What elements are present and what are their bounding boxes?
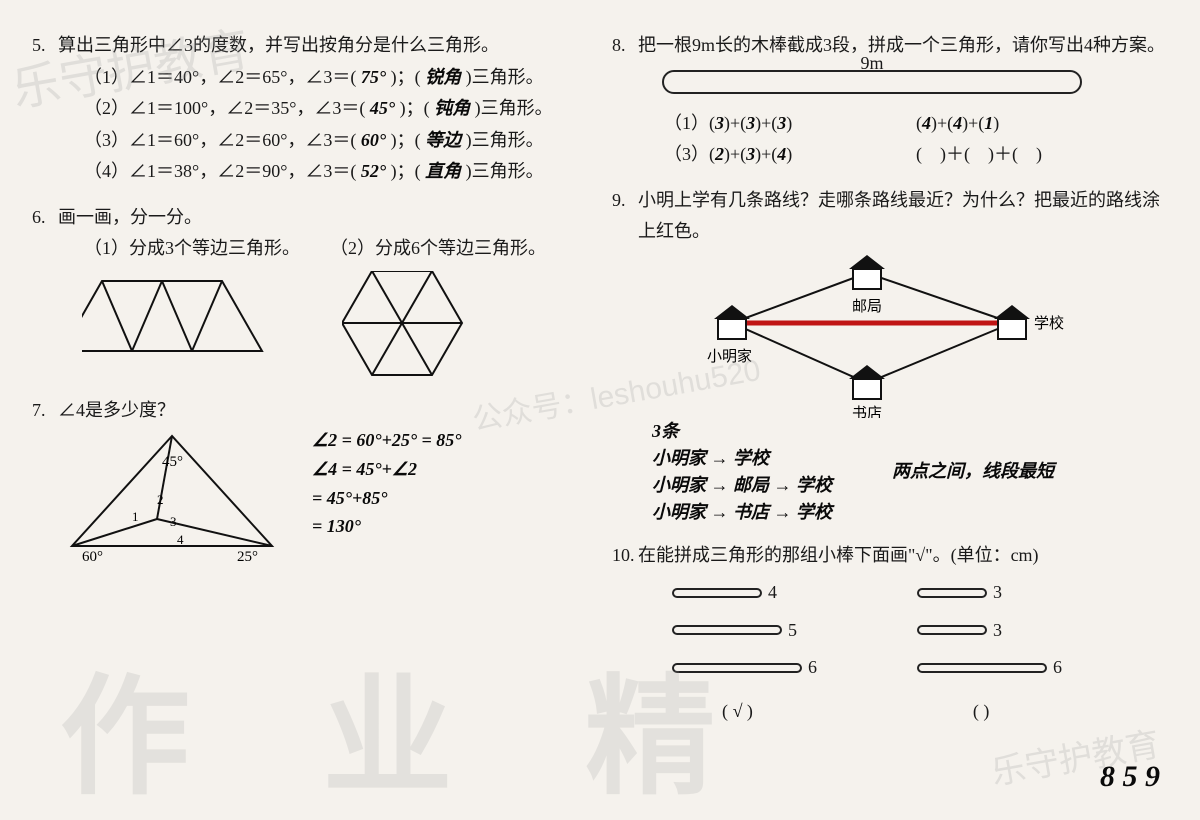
q9-stem: 小明上学有几条路线？走哪条路线最近？为什么？把最近的路线涂上红色。: [638, 185, 1168, 248]
q6-sub1: （1）分成3个等边三角形。: [84, 233, 300, 265]
q8-r1a: （1）(: [664, 113, 715, 133]
left-column: 5. 算出三角形中∠3的度数，并写出按角分是什么三角形。 （1）∠1＝40°，∠…: [20, 30, 600, 790]
q6-sub2: （2）分成6个等边三角形。: [330, 233, 546, 265]
q5-p2-text-a: （2）∠1＝100°，∠2＝35°，∠3＝(: [84, 98, 365, 118]
q10-rod-sets: 456336: [672, 577, 1168, 690]
q9-working: 3条 小明家 → 学校 小明家 → 邮局 → 学校 小明家 → 书店 → 学校: [652, 418, 832, 526]
q5-p4-text-c: )三角形。: [466, 161, 544, 181]
q8-r1-v3: 3: [777, 113, 786, 133]
q8-r1b: )+(: [724, 113, 746, 133]
q5-p4-type: 直角: [425, 161, 461, 181]
q5-p1-text-c: )三角形。: [466, 67, 544, 87]
q8-r2b: )+(: [931, 113, 953, 133]
svg-text:小明家: 小明家: [707, 348, 752, 365]
q8-r1-v1: 3: [715, 113, 724, 133]
q5-p4-answer: 52°: [361, 161, 386, 181]
q5-p4-text-b: )；(: [391, 161, 421, 181]
q8-r3-v3: 4: [777, 144, 786, 164]
q5-p3-text-a: （3）∠1＝60°，∠2＝60°，∠3＝(: [84, 130, 356, 150]
q8-ruler-label: 9m: [860, 53, 883, 73]
q5-p3-answer: 60°: [361, 130, 386, 150]
q5-p2-text-c: )三角形。: [475, 98, 553, 118]
q7-triangle-figure: 45° 60° 25° 1 234: [62, 426, 292, 566]
q8-r3c: )+(: [755, 144, 777, 164]
svg-text:1: 1: [132, 509, 139, 524]
q7-work-line2: ∠4 = 45°+∠2: [312, 455, 462, 484]
q8-r2-v3: 1: [984, 113, 993, 133]
q8-ruler-figure: 9m: [662, 70, 1082, 94]
q8-r1-v2: 3: [746, 113, 755, 133]
q5-p2-type: 钝角: [434, 98, 470, 118]
right-column: 8. 把一根9m长的木棒截成3段，拼成一个三角形，请你写出4种方案。 9m （1…: [600, 30, 1180, 790]
q5-p1-answer: 75°: [361, 67, 386, 87]
q9-work-l0: 3条: [652, 418, 832, 445]
q8-r1c: )+(: [755, 113, 777, 133]
svg-text:邮局: 邮局: [852, 298, 882, 315]
svg-text:3: 3: [170, 514, 177, 529]
q6-hexagon-figure: [342, 271, 472, 381]
q9-work-l1: 小明家 → 学校: [652, 445, 832, 472]
question-5: 5. 算出三角形中∠3的度数，并写出按角分是什么三角形。 （1）∠1＝40°，∠…: [32, 30, 588, 188]
q5-stem: 算出三角形中∠3的度数，并写出按角分是什么三角形。: [58, 30, 499, 62]
question-7: 7. ∠4是多少度？ 45° 60° 25° 1 234 ∠2 = 60°+25° = …: [32, 395, 588, 567]
svg-text:60°: 60°: [82, 549, 103, 565]
q8-r4: ( )＋( )＋( ): [916, 139, 1168, 171]
svg-text:45°: 45°: [162, 454, 183, 470]
question-6: 6. 画一画，分一分。 （1）分成3个等边三角形。 （2）分成6个等边三角形。: [32, 202, 588, 381]
q7-work-line4: = 130°: [312, 512, 462, 541]
q6-number: 6.: [32, 202, 58, 234]
q9-work-l3: 小明家 → 书店 → 学校: [652, 499, 832, 526]
page-number: 8 5 9: [1100, 760, 1160, 794]
svg-text:25°: 25°: [237, 549, 258, 565]
q8-r3-v1: 2: [715, 144, 724, 164]
q7-number: 7.: [32, 395, 58, 427]
q8-stem: 把一根9m长的木棒截成3段，拼成一个三角形，请你写出4种方案。: [638, 30, 1165, 62]
q8-r3-v2: 3: [746, 144, 755, 164]
q10-answer-a: √: [733, 701, 743, 721]
q8-number: 8.: [612, 30, 638, 62]
q9-route-diagram: 小明家 邮局书店 学校: [702, 248, 1082, 418]
svg-text:4: 4: [177, 532, 184, 547]
q5-p4-text-a: （4）∠1＝38°，∠2＝90°，∠3＝(: [84, 161, 356, 181]
q9-number: 9.: [612, 185, 638, 248]
q7-work-line1: ∠2 = 60°+25° = 85°: [312, 426, 462, 455]
q7-stem: ∠4是多少度？: [58, 395, 175, 427]
q6-stem: 画一画，分一分。: [58, 202, 202, 234]
q5-p3-type: 等边: [425, 130, 461, 150]
svg-text:学校: 学校: [1034, 315, 1064, 332]
q5-number: 5.: [32, 30, 58, 62]
q7-work-line3: = 45°+85°: [312, 484, 462, 513]
q8-r3b: )+(: [724, 144, 746, 164]
q5-p2-answer: 45°: [370, 98, 395, 118]
q8-r1d: ): [786, 113, 792, 133]
q8-r2-v2: 4: [953, 113, 962, 133]
question-8: 8. 把一根9m长的木棒截成3段，拼成一个三角形，请你写出4种方案。 9m （1…: [612, 30, 1168, 171]
q5-p1-text-a: （1）∠1＝40°，∠2＝65°，∠3＝(: [84, 67, 356, 87]
question-10: 10. 在能拼成三角形的那组小棒下面画"√"。(单位：cm) 456336 ( …: [612, 540, 1168, 728]
q8-r3d: ): [786, 144, 792, 164]
q8-r3a: （3）(: [664, 144, 715, 164]
q5-p1-type: 锐角: [425, 67, 461, 87]
q9-work-l2: 小明家 → 邮局 → 学校: [652, 472, 832, 499]
q8-r2d: ): [993, 113, 999, 133]
q8-r2-v1: 4: [922, 113, 931, 133]
question-9: 9. 小明上学有几条路线？走哪条路线最近？为什么？把最近的路线涂上红色。 小明家…: [612, 185, 1168, 526]
q7-working: ∠2 = 60°+25° = 85° ∠4 = 45°+∠2 = 45°+85°…: [312, 426, 462, 566]
q8-r2c: )+(: [962, 113, 984, 133]
q5-p3-text-b: )；(: [391, 130, 421, 150]
q10-number: 10.: [612, 540, 638, 572]
q5-p1-text-b: )；(: [391, 67, 421, 87]
q6-trapezoid-figure: [82, 271, 282, 366]
svg-text:书店: 书店: [852, 405, 882, 418]
svg-text:2: 2: [157, 492, 164, 507]
q5-p2-text-b: )；(: [400, 98, 430, 118]
q10-stem: 在能拼成三角形的那组小棒下面画"√"。(单位：cm): [638, 540, 1039, 572]
q5-p3-text-c: )三角形。: [466, 130, 544, 150]
q9-reason: 两点之间，线段最短: [892, 456, 1054, 488]
